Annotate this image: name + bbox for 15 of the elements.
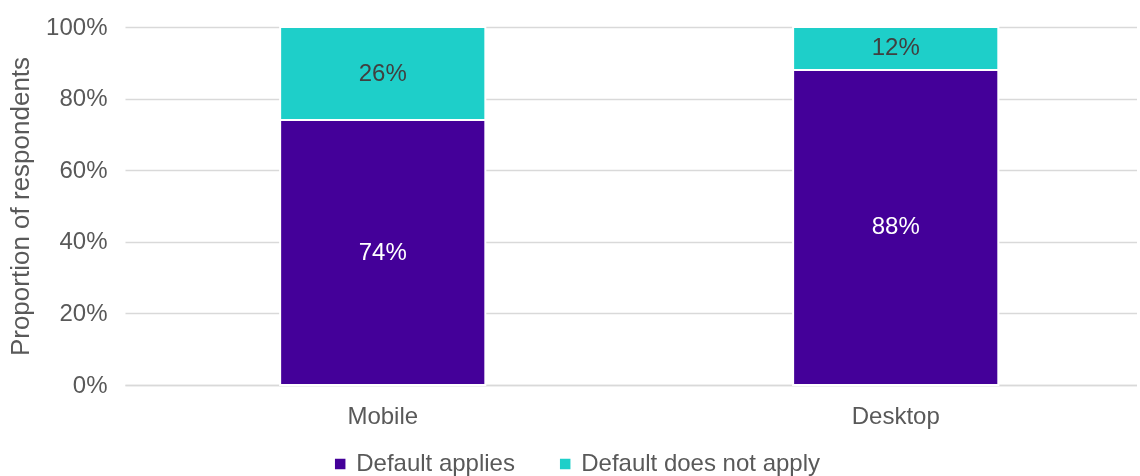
data-label: 74% xyxy=(358,237,407,265)
y-axis-title: Proportion of respondents xyxy=(5,56,36,357)
y-tick-label: 80% xyxy=(59,84,108,112)
data-label: 12% xyxy=(871,33,920,61)
y-tick-label: 40% xyxy=(59,227,108,255)
data-label: 26% xyxy=(358,58,407,86)
y-tick-label: 60% xyxy=(59,155,108,183)
y-tick-label: 0% xyxy=(72,370,108,398)
x-tick-label: Mobile xyxy=(347,401,419,429)
x-tick-label: Desktop xyxy=(851,401,940,429)
legend-label: Default applies xyxy=(356,449,515,476)
y-tick-label: 100% xyxy=(46,12,108,40)
data-label: 88% xyxy=(871,212,920,240)
legend-label: Default does not apply xyxy=(581,449,821,476)
y-tick-label: 20% xyxy=(59,298,108,326)
